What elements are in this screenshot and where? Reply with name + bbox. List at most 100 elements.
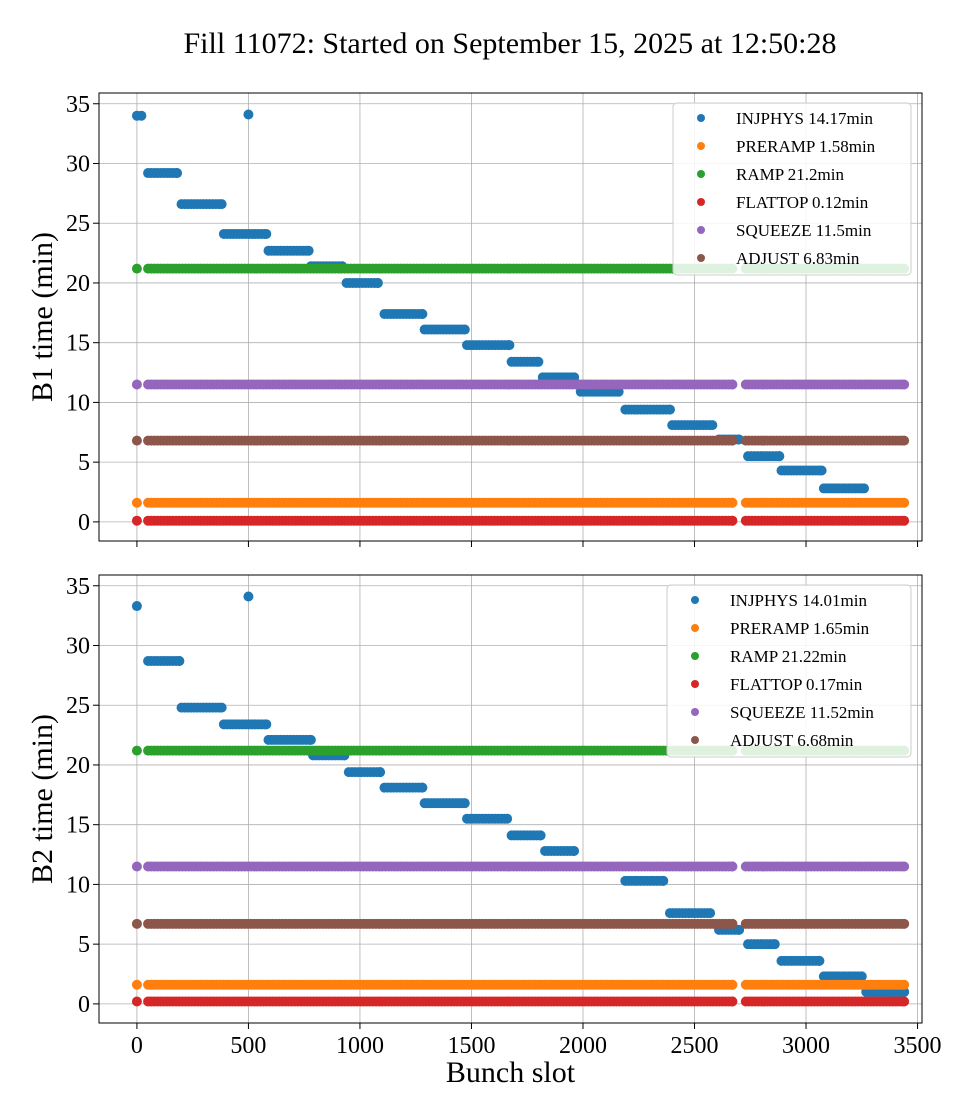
panel-b1: 0 5 10 15 20 25 30 35 B1 time (min) INJPHYS 14.17… — [26, 92, 923, 547]
data-point — [705, 908, 716, 919]
data-point — [131, 379, 142, 390]
data-point — [727, 996, 738, 1007]
data-point — [131, 979, 142, 990]
legend-marker — [691, 596, 699, 604]
legend-label: FLATTOP 0.12min — [736, 193, 869, 212]
data-point — [459, 798, 470, 809]
data-point — [816, 465, 827, 476]
data-point — [734, 924, 745, 935]
legend-label: SQUEEZE 11.52min — [730, 703, 874, 722]
x-tick-label: 1500 — [447, 1033, 495, 1059]
panel-b2: 0 500 1000 1500 2000 2500 3000 3500 0 5 10 15 20 25 30… — [26, 574, 942, 1089]
data-point — [504, 340, 515, 351]
data-point — [303, 245, 314, 256]
series-preramp — [131, 979, 910, 990]
data-point — [899, 435, 910, 446]
data-point — [174, 656, 185, 667]
ticks: 0 500 1000 1500 2000 2500 3000 3500 0 5 10 15 20 25 30… — [66, 574, 942, 1059]
y-tick-label: 35 — [66, 574, 90, 600]
legend-label: PRERAMP 1.58min — [736, 137, 876, 156]
legend-marker — [697, 226, 705, 234]
data-point — [261, 228, 272, 239]
y-tick-label: 10 — [66, 872, 90, 898]
legend-marker — [697, 142, 705, 150]
legend-marker — [691, 680, 699, 688]
data-point — [899, 379, 910, 390]
data-point — [533, 356, 544, 367]
legend-box — [666, 584, 912, 758]
x-tick-label: 2000 — [559, 1033, 607, 1059]
x-tick-label: 3500 — [894, 1033, 942, 1059]
legend-label: INJPHYS 14.01min — [730, 591, 867, 610]
data-point — [417, 309, 428, 320]
data-point — [131, 435, 142, 446]
data-point — [131, 263, 142, 274]
data-point — [131, 497, 142, 508]
series-squeeze — [131, 861, 910, 872]
y-tick-label: 25 — [66, 211, 90, 237]
data-point — [769, 939, 780, 950]
data-point — [727, 435, 738, 446]
legend-label: SQUEEZE 11.5min — [736, 221, 872, 240]
data-point — [727, 861, 738, 872]
data-point — [899, 861, 910, 872]
data-point — [569, 845, 580, 856]
data-point — [727, 379, 738, 390]
legend-marker — [697, 198, 705, 206]
series-squeeze — [131, 379, 910, 390]
data-point — [727, 918, 738, 929]
legend-marker — [691, 708, 699, 716]
figure-title: Fill 11072: Started on September 15, 202… — [184, 27, 837, 60]
data-point — [727, 497, 738, 508]
series-adjust — [131, 918, 910, 929]
legend-label: FLATTOP 0.17min — [730, 675, 863, 694]
data-point — [243, 591, 254, 602]
data-point — [172, 168, 183, 179]
data-point — [856, 971, 867, 982]
data-point — [774, 451, 785, 462]
data-point — [459, 324, 470, 335]
y-axis-label: B1 time (min) — [26, 232, 59, 402]
data-point — [535, 830, 546, 841]
y-tick-label: 0 — [78, 510, 90, 536]
data-point — [814, 955, 825, 966]
data-point — [899, 497, 910, 508]
legend: INJPHYS 14.01min PRERAMP 1.65min RAMP 21.2… — [666, 584, 912, 758]
plot-frame — [98, 92, 923, 542]
x-tick-label: 0 — [131, 1033, 143, 1059]
data-point — [305, 734, 316, 745]
y-tick-label: 10 — [66, 390, 90, 416]
legend-marker — [697, 170, 705, 178]
y-tick-label: 20 — [66, 753, 90, 779]
y-tick-label: 5 — [78, 450, 90, 476]
x-axis-label: Bunch slot — [446, 1056, 576, 1089]
legend-marker — [691, 624, 699, 632]
legend-marker — [691, 736, 699, 744]
data-point — [707, 420, 718, 431]
data-point — [658, 875, 669, 886]
data-point — [216, 199, 227, 210]
data-point — [417, 782, 428, 793]
plot-frame — [98, 574, 923, 1024]
legend-box — [672, 102, 912, 276]
legend-label: ADJUST 6.83min — [736, 249, 860, 268]
x-tick-label: 2500 — [671, 1033, 719, 1059]
data-point — [859, 483, 870, 494]
y-tick-label: 30 — [66, 633, 90, 659]
y-tick-label: 0 — [78, 992, 90, 1018]
legend-label: RAMP 21.2min — [736, 165, 845, 184]
data-point — [131, 861, 142, 872]
legend-marker — [697, 254, 705, 262]
data-point — [899, 996, 910, 1007]
data-point — [375, 767, 386, 778]
data-point — [727, 979, 738, 990]
legend-label: INJPHYS 14.17min — [736, 109, 873, 128]
data-point — [899, 918, 910, 929]
y-tick-label: 35 — [66, 92, 90, 118]
data-point — [131, 515, 142, 526]
data-point — [727, 515, 738, 526]
data-point — [243, 109, 254, 120]
legend-label: PRERAMP 1.65min — [730, 619, 870, 638]
